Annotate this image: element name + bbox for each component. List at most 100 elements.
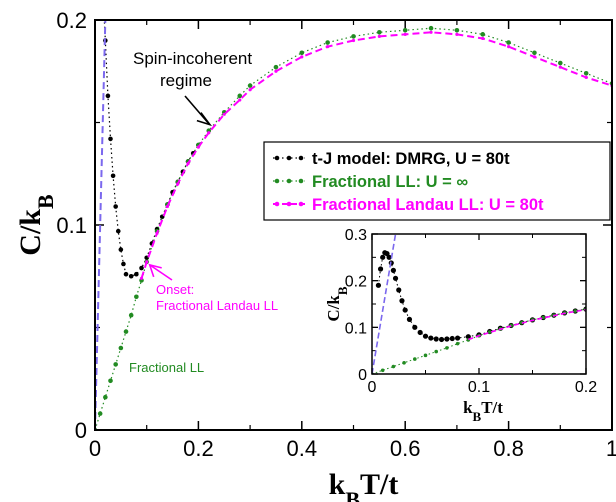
inset-data-point [573, 309, 578, 313]
data-point [402, 27, 408, 33]
legend: t-J model: DMRG, U = 80t Fractional LL: U… [263, 141, 611, 221]
x-tick-label: 0.4 [287, 436, 318, 461]
data-point [507, 45, 511, 49]
data-point [123, 329, 129, 334]
annotation-spin-incoherent-line1: Spin-incoherent [133, 49, 252, 68]
data-point [113, 204, 118, 209]
annotation-spin-incoherent-line2: regime [160, 71, 212, 90]
main-frame [94, 19, 613, 431]
inset-x-tick-label: 0.2 [575, 379, 597, 396]
data-point [428, 25, 434, 31]
data-point [123, 271, 129, 277]
inset-data-point [391, 364, 396, 369]
data-point [103, 394, 108, 400]
inset-y-tick-label: 0.2 [345, 274, 367, 291]
inset-data-point [422, 333, 429, 339]
y-tick-label: 0.2 [56, 8, 87, 33]
inset-x-tick-label: 0 [368, 379, 377, 396]
inset-data-point [402, 307, 408, 313]
inset-data-point [380, 254, 386, 260]
data-point [128, 273, 134, 279]
legend-label-0: t-J model: DMRG, U = 80t [312, 150, 510, 168]
inset-series-line-2 [468, 308, 586, 341]
inset-data-point [434, 349, 439, 354]
data-point [481, 36, 485, 41]
inset-data-point [438, 336, 445, 343]
legend-marker [286, 155, 292, 161]
series-line-3 [95, 20, 107, 430]
inset-y-tick-label: 0.1 [345, 320, 367, 337]
data-point [274, 69, 278, 73]
inset-data-point [423, 353, 428, 358]
annotations: Spin-incoherent regime Onset:Fractional La… [129, 49, 278, 375]
inset-data-point [433, 336, 439, 342]
inset-data-point [399, 298, 405, 304]
inset-data-point [428, 335, 434, 341]
x-tick-label: 1 [606, 436, 616, 461]
data-point [108, 378, 113, 384]
data-point [121, 261, 126, 267]
data-point [325, 40, 330, 45]
inset-data-point [402, 361, 406, 365]
data-point [176, 182, 180, 186]
data-point [480, 32, 486, 37]
inset-x-axis-label: kBT/t [463, 398, 503, 424]
inset-data-point [444, 336, 450, 342]
inset-data-point [412, 324, 418, 330]
data-point [351, 34, 356, 39]
annotation-arrow-magenta [149, 264, 173, 281]
inset-frame [371, 233, 587, 375]
inset-background [372, 234, 586, 374]
inset-data-point [406, 316, 413, 322]
inset-y-tick-label: 0.3 [345, 227, 367, 244]
data-point [139, 276, 144, 280]
data-point [145, 260, 149, 264]
x-tick-label: 0 [89, 436, 101, 461]
annotation-onset-line2: Fractional Landau LL [156, 298, 278, 313]
legend-box [263, 141, 611, 221]
inset-data-point [455, 335, 461, 341]
y-tick-label: 0 [75, 418, 87, 443]
inset-data-point [386, 254, 392, 260]
data-point [134, 294, 139, 300]
main-plot: 0 0.2 0.4 0.6 0.8 1 0 0.1 0.2 kBT/t C/kB [14, 0, 616, 502]
data-point [247, 83, 253, 88]
inset-data-point [396, 287, 402, 293]
data-point [118, 247, 124, 252]
data-point [101, 0, 106, 2]
data-point [222, 112, 226, 116]
inset-plot: 0 0.1 0.2 0 0.1 0.2 0.3 kBT/t C/kB [324, 227, 597, 424]
data-point [377, 34, 381, 39]
legend-label-1: Fractional LL: U = ∞ [312, 173, 468, 191]
data-point [532, 55, 537, 59]
inset-data-point [392, 275, 399, 281]
data-point [584, 75, 588, 79]
data-point [326, 45, 330, 49]
data-point [108, 136, 113, 142]
inset-data-point [413, 357, 417, 361]
legend-marker [274, 201, 280, 207]
x-tick-label: 0.8 [493, 436, 524, 461]
inset-data-point [445, 346, 449, 350]
main-series [95, 0, 612, 430]
inset-data-point [380, 368, 385, 373]
data-point [97, 411, 103, 416]
annotation-fractional-ll: Fractional LL [129, 360, 204, 375]
data-point [248, 88, 252, 92]
inset-series [372, 234, 586, 374]
data-point [351, 38, 356, 43]
legend-label-2: Fractional Landau LL: U = 80t [312, 196, 544, 214]
inset-data-point [417, 329, 423, 336]
data-point [237, 93, 243, 99]
data-point [134, 271, 139, 277]
legend-marker [298, 155, 304, 161]
inset-data-point [390, 267, 396, 273]
data-point [273, 64, 279, 70]
legend-marker [298, 201, 304, 207]
inset-series-line-0 [377, 252, 586, 340]
inset-data-point [449, 335, 455, 342]
y-tick-label: 0.1 [56, 213, 87, 238]
legend-marker [274, 178, 280, 184]
annotation-arrowhead-black [196, 112, 213, 127]
